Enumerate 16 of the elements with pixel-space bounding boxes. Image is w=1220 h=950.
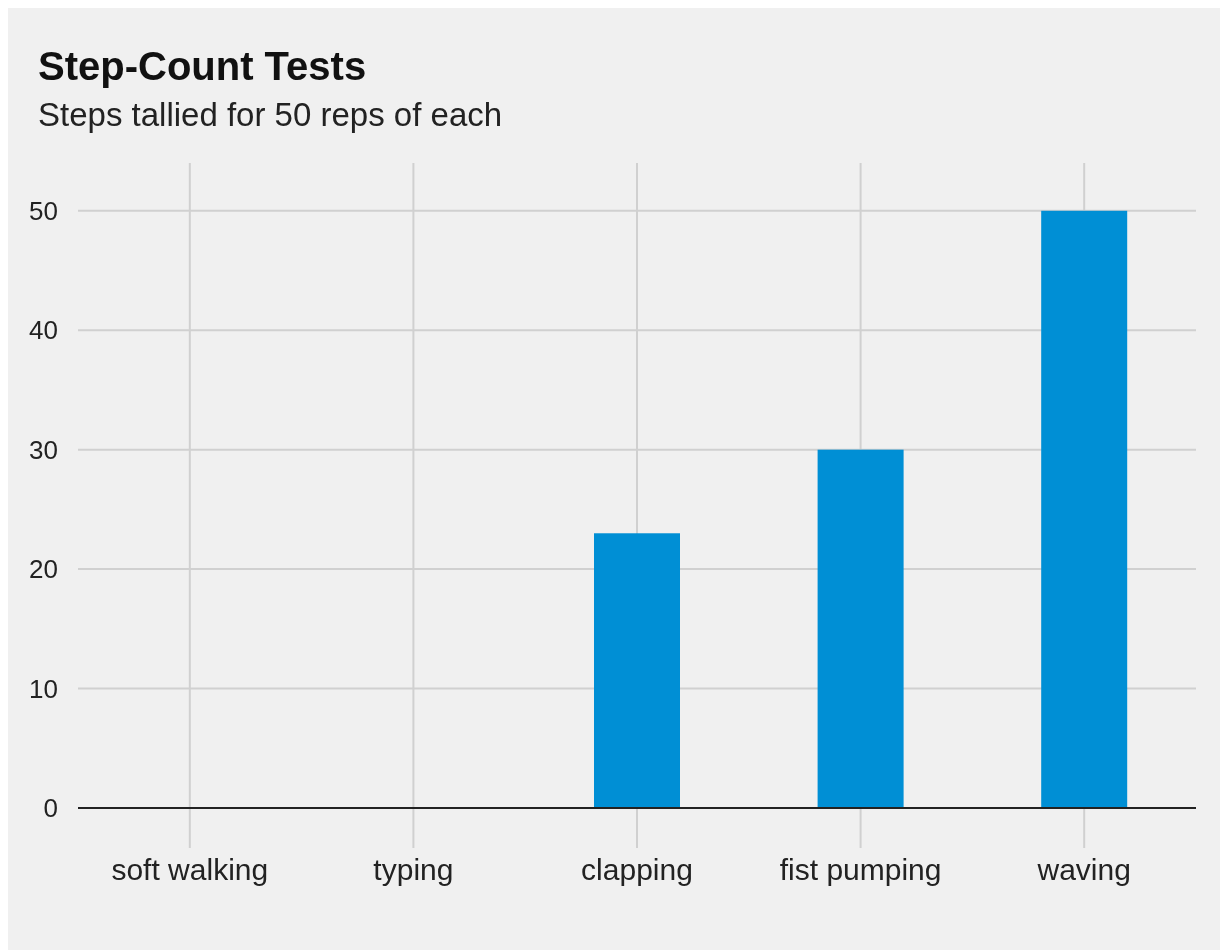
x-tick-label: waving — [1036, 853, 1131, 886]
y-tick-label: 30 — [29, 434, 58, 465]
bar — [594, 533, 680, 808]
y-tick-label: 0 — [43, 793, 58, 824]
x-tick-label: typing — [373, 853, 454, 886]
x-tick-label: clapping — [581, 853, 693, 886]
y-tick-label: 50 — [29, 195, 58, 226]
y-tick-label: 10 — [29, 673, 58, 704]
x-tick-label: fist pumping — [779, 853, 942, 886]
y-tick-label: 40 — [29, 315, 58, 346]
bar — [1041, 210, 1128, 808]
chart-title: Step-Count Tests — [38, 44, 367, 88]
bar — [817, 449, 904, 808]
x-tick-label: soft walking — [111, 853, 269, 886]
chart-subtitle: Steps tallied for 50 reps of each — [38, 96, 503, 133]
y-tick-label: 20 — [29, 554, 58, 585]
